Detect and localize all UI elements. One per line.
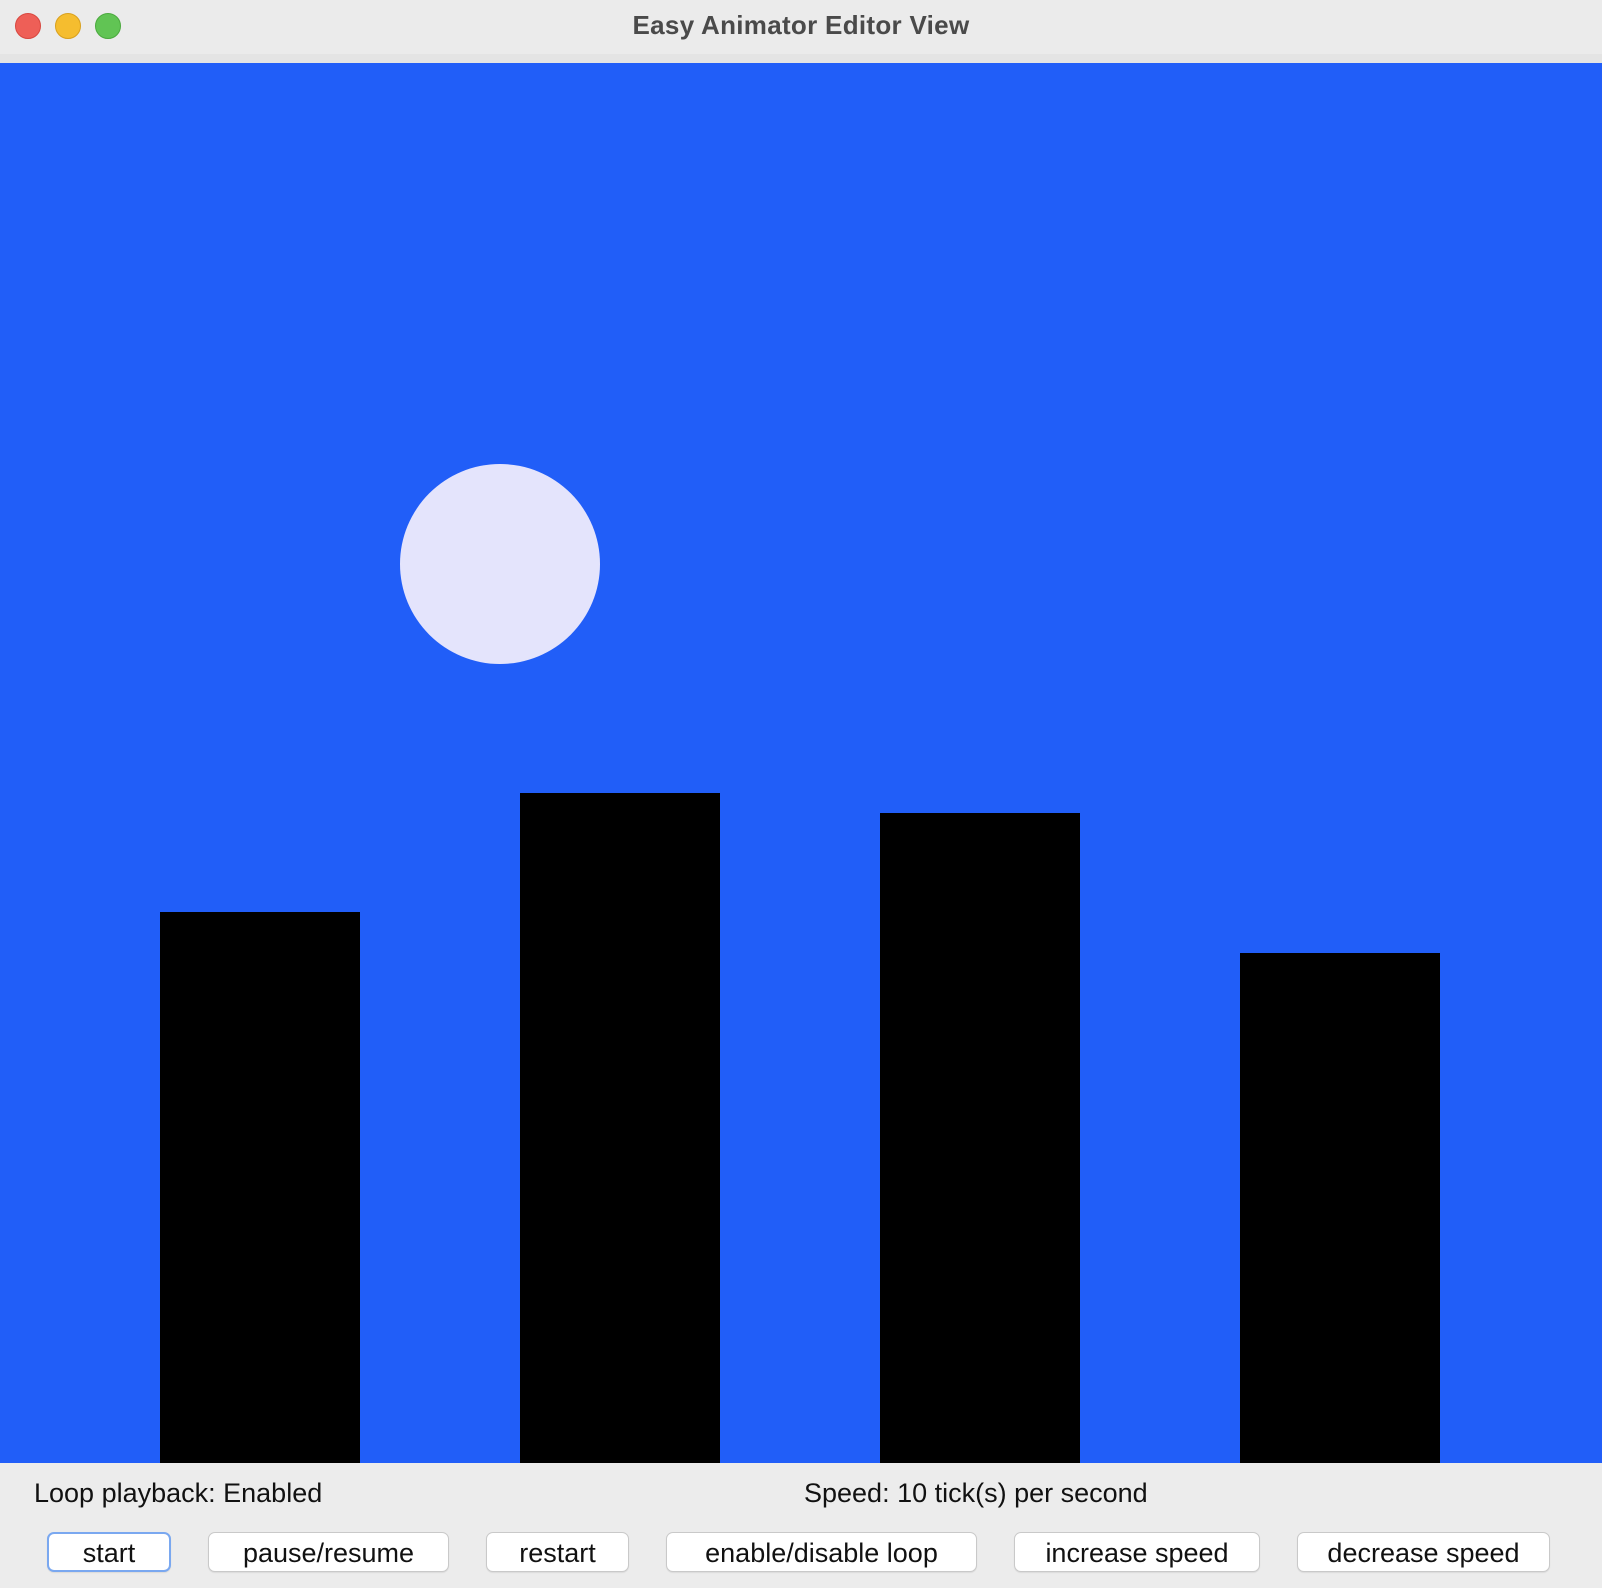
building-2 xyxy=(520,793,720,1463)
sun-circle xyxy=(400,464,600,664)
restart-button[interactable]: restart xyxy=(486,1532,629,1572)
increase-speed-button[interactable]: increase speed xyxy=(1014,1532,1260,1572)
close-window-button[interactable] xyxy=(15,13,41,39)
minimize-window-button[interactable] xyxy=(55,13,81,39)
title-bar[interactable]: Easy Animator Editor View xyxy=(0,0,1602,55)
speed-status-label: Speed: 10 tick(s) per second xyxy=(804,1478,1148,1508)
building-3 xyxy=(880,813,1080,1463)
window-title: Easy Animator Editor View xyxy=(632,10,970,40)
toggle-loop-button[interactable]: enable/disable loop xyxy=(666,1532,977,1572)
canvas-top-border xyxy=(0,54,1602,63)
loop-status-label: Loop playback: Enabled xyxy=(34,1478,323,1508)
animation-canvas xyxy=(0,63,1602,1463)
animation-scene xyxy=(160,464,1440,1463)
decrease-speed-button[interactable]: decrease speed xyxy=(1297,1532,1550,1572)
building-4 xyxy=(1240,953,1440,1463)
maximize-window-button[interactable] xyxy=(95,13,121,39)
pause-resume-button[interactable]: pause/resume xyxy=(208,1532,449,1572)
building-1 xyxy=(160,912,360,1463)
start-button[interactable]: start xyxy=(47,1532,171,1572)
